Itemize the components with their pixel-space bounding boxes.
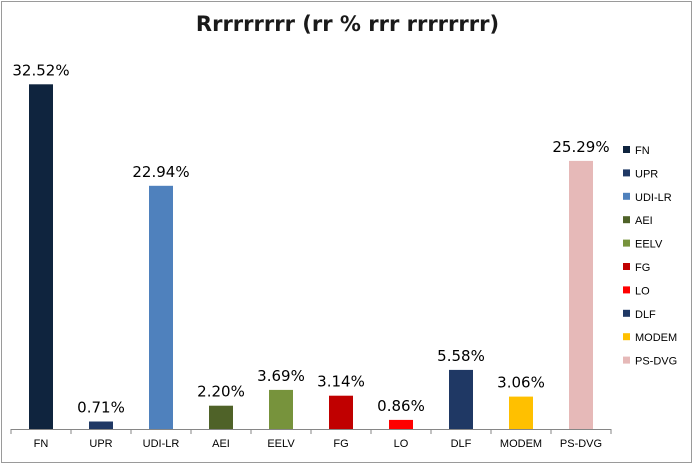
x-tick-label-aei: AEI <box>212 438 230 450</box>
legend-swatch-upr <box>623 169 630 177</box>
legend-label-aei: AEI <box>635 215 653 227</box>
bar-fg <box>329 395 353 429</box>
legend-swatch-fn <box>623 146 630 153</box>
bar-dlf <box>449 369 473 429</box>
x-axis: FN UPR UDI-LR AEI EELV FG LO DLF MODEM PS-DVG <box>10 429 612 450</box>
legend-swatch-dlf <box>623 309 630 317</box>
x-tick-label-lo: LO <box>394 438 409 450</box>
bar-ps-dvg <box>569 160 593 429</box>
data-label-dlf: 5.58% <box>437 347 485 365</box>
legend-label-eelv: EELV <box>635 239 663 251</box>
x-tick-label-fg: FG <box>333 438 348 450</box>
legend: FN UPR UDI-LR AEI EELV FG LO DLF MODEM PS-DVG <box>623 145 677 368</box>
x-tick-label-upr: UPR <box>89 438 112 450</box>
data-label-aei: 2.20% <box>197 383 245 401</box>
bars-layer: 32.52% 0.71% 22.94% 2.20% 3.69% 3.14% 0.86% 5.5… <box>12 61 610 430</box>
data-label-udi-lr: 22.94% <box>132 163 189 181</box>
data-label-ps-dvg: 25.29% <box>552 138 609 156</box>
legend-label-dlf: DLF <box>635 309 656 321</box>
legend-label-fn: FN <box>635 145 650 157</box>
data-label-upr: 0.71% <box>77 399 125 417</box>
legend-swatch-lo <box>623 286 630 294</box>
data-label-eelv: 3.69% <box>257 367 305 385</box>
legend-label-udi-lr: UDI-LR <box>635 192 672 204</box>
legend-swatch-eelv <box>623 239 630 247</box>
legend-label-modem: MODEM <box>635 332 677 344</box>
data-label-lo: 0.86% <box>377 397 425 415</box>
legend-swatch-aei <box>623 216 630 224</box>
legend-swatch-udi-lr <box>623 192 630 200</box>
bar-aei <box>209 405 233 429</box>
legend-label-lo: LO <box>635 285 650 297</box>
bar-udi-lr <box>149 185 173 429</box>
chart-title: Rrrrrrrrr (rr % rrr rrrrrrrr) <box>195 12 500 36</box>
data-label-fg: 3.14% <box>317 373 365 391</box>
x-tick-label-modem: MODEM <box>500 438 542 450</box>
bar-lo <box>389 419 413 429</box>
legend-swatch-modem <box>623 333 630 341</box>
x-tick-label-eelv: EELV <box>267 438 295 450</box>
bar-eelv <box>269 389 293 429</box>
legend-label-upr: UPR <box>635 168 658 180</box>
x-tick-label-ps-dvg: PS-DVG <box>560 438 602 450</box>
legend-swatch-fg <box>623 263 630 270</box>
data-label-fn: 32.52% <box>12 61 69 79</box>
bar-upr <box>89 421 113 429</box>
x-tick-label-dlf: DLF <box>451 438 472 450</box>
legend-label-fg: FG <box>635 262 650 274</box>
data-label-modem: 3.06% <box>497 374 545 392</box>
legend-label-ps-dvg: PS-DVG <box>635 356 677 368</box>
legend-swatch-ps-dvg <box>623 356 630 364</box>
x-tick-label-fn: FN <box>34 438 49 450</box>
bar-modem <box>509 396 533 429</box>
x-tick-label-udi-lr: UDI-LR <box>143 438 180 450</box>
bar-fn <box>29 84 53 430</box>
